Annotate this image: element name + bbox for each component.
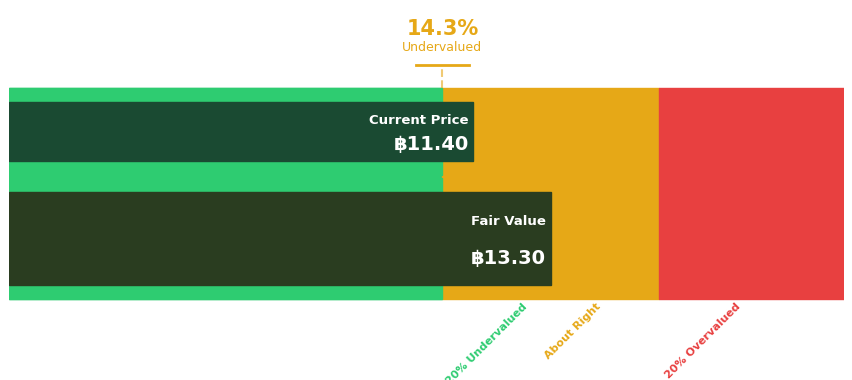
Bar: [9, 192, 550, 285]
Text: About Right: About Right: [542, 301, 602, 361]
Text: 20% Undervalued: 20% Undervalued: [444, 301, 528, 380]
Text: 14.3%: 14.3%: [406, 19, 478, 39]
Bar: [9, 178, 442, 192]
Text: ฿13.30: ฿13.30: [470, 249, 545, 268]
Text: Fair Value: Fair Value: [470, 215, 545, 228]
Bar: [442, 87, 659, 299]
Bar: [659, 87, 843, 299]
Bar: [9, 101, 473, 162]
Bar: [9, 285, 442, 299]
Text: 20% Overvalued: 20% Overvalued: [663, 301, 741, 380]
Bar: [9, 87, 442, 299]
Text: Undervalued: Undervalued: [402, 41, 482, 54]
Bar: [9, 162, 442, 176]
Bar: [9, 87, 442, 101]
Text: Current Price: Current Price: [369, 114, 468, 127]
Text: ฿11.40: ฿11.40: [393, 135, 468, 154]
